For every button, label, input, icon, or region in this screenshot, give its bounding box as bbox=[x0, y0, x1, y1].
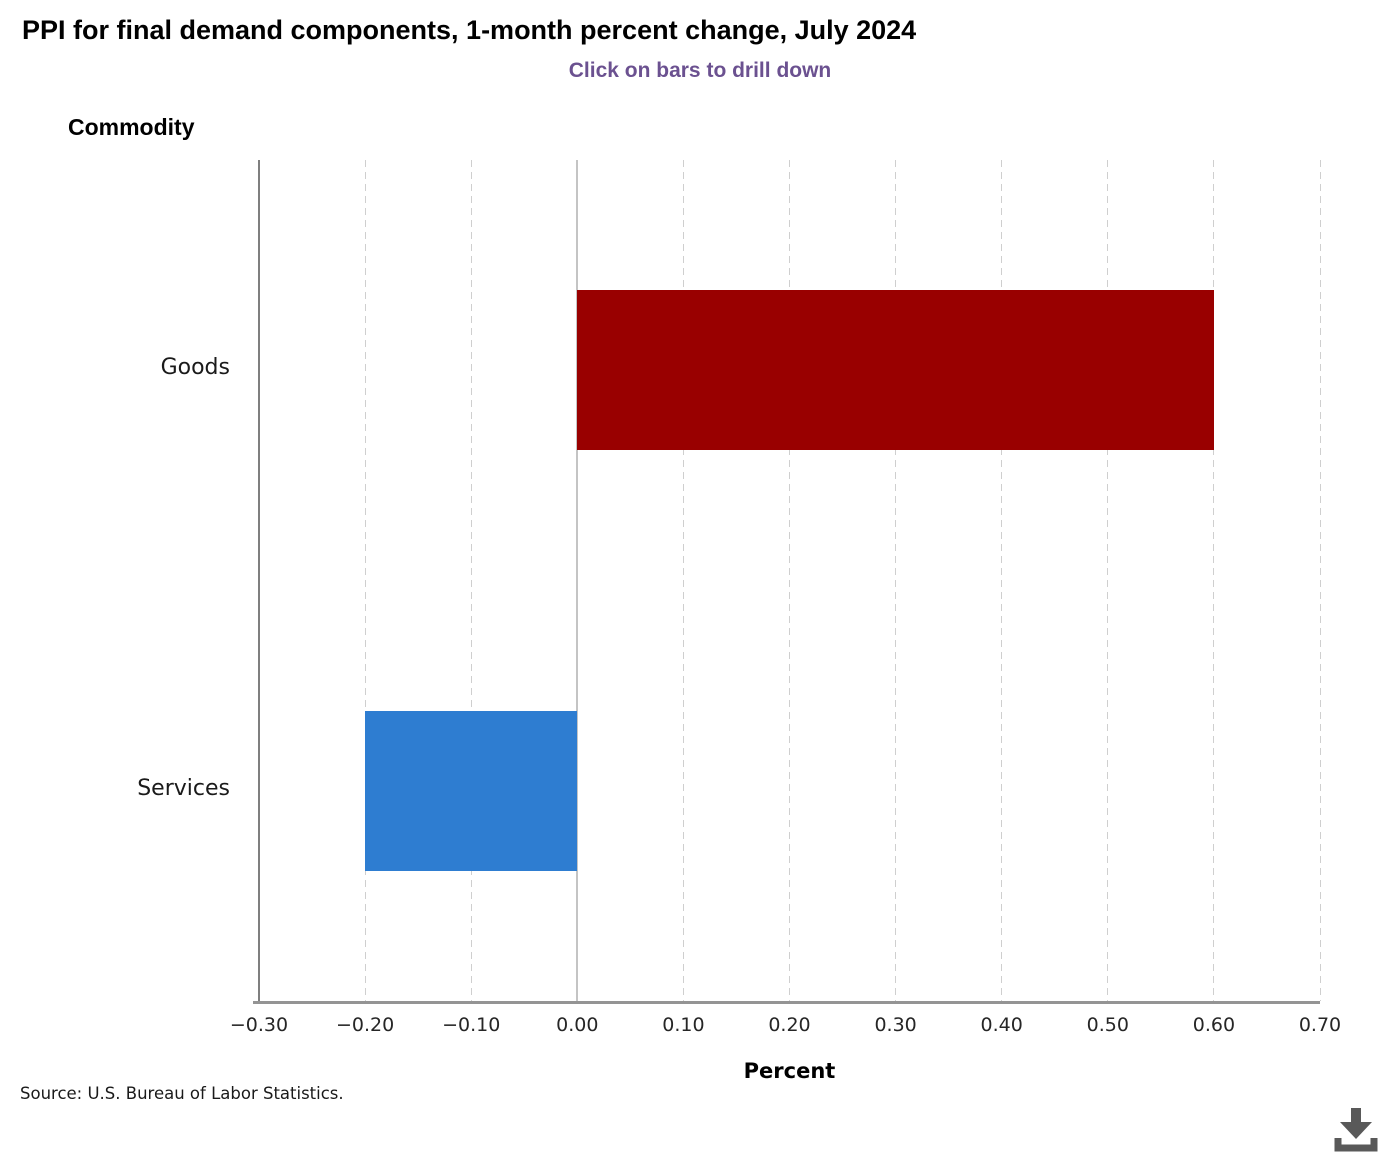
x-tick-label: 0.50 bbox=[1086, 1014, 1129, 1036]
y-axis-title: Commodity bbox=[68, 114, 195, 140]
x-tick-label: 0.10 bbox=[662, 1014, 705, 1036]
bar-goods[interactable] bbox=[577, 290, 1214, 451]
x-tick-label: −0.30 bbox=[229, 1014, 289, 1036]
download-icon bbox=[1334, 1108, 1378, 1152]
plot-area bbox=[253, 160, 1321, 1004]
zero-gridline bbox=[576, 160, 579, 1001]
x-tick-label: −0.20 bbox=[335, 1014, 395, 1036]
gridline bbox=[1107, 160, 1109, 1001]
source-note: Source: U.S. Bureau of Labor Statistics. bbox=[20, 1084, 344, 1103]
download-button[interactable] bbox=[1328, 1102, 1384, 1158]
x-tick-label: 0.30 bbox=[874, 1014, 917, 1036]
x-axis-line bbox=[253, 1001, 1320, 1004]
x-axis-title: Percent bbox=[743, 1059, 836, 1083]
x-tick-label: −0.10 bbox=[442, 1014, 501, 1036]
gridline bbox=[682, 160, 684, 1001]
x-tick-label: 0.00 bbox=[556, 1014, 599, 1036]
category-label-goods: Goods bbox=[160, 355, 230, 381]
gridline bbox=[364, 160, 366, 1001]
gridline bbox=[895, 160, 897, 1001]
gridline bbox=[470, 160, 472, 1001]
gridline bbox=[789, 160, 790, 1001]
x-tick-label: 0.60 bbox=[1192, 1014, 1236, 1036]
category-label-services: Services bbox=[137, 775, 230, 801]
y-axis-line bbox=[258, 160, 260, 1001]
gridline bbox=[1001, 160, 1003, 1001]
chart-title: PPI for final demand components, 1-month… bbox=[22, 15, 917, 45]
x-tick-label: 0.20 bbox=[768, 1014, 811, 1036]
chart-subtitle: Click on bars to drill down bbox=[568, 59, 832, 82]
gridline bbox=[1213, 160, 1215, 1001]
x-tick-label: 0.70 bbox=[1298, 1014, 1342, 1036]
x-tick-label: 0.40 bbox=[980, 1014, 1023, 1036]
bar-services[interactable] bbox=[365, 710, 578, 871]
gridline bbox=[1319, 160, 1321, 1001]
